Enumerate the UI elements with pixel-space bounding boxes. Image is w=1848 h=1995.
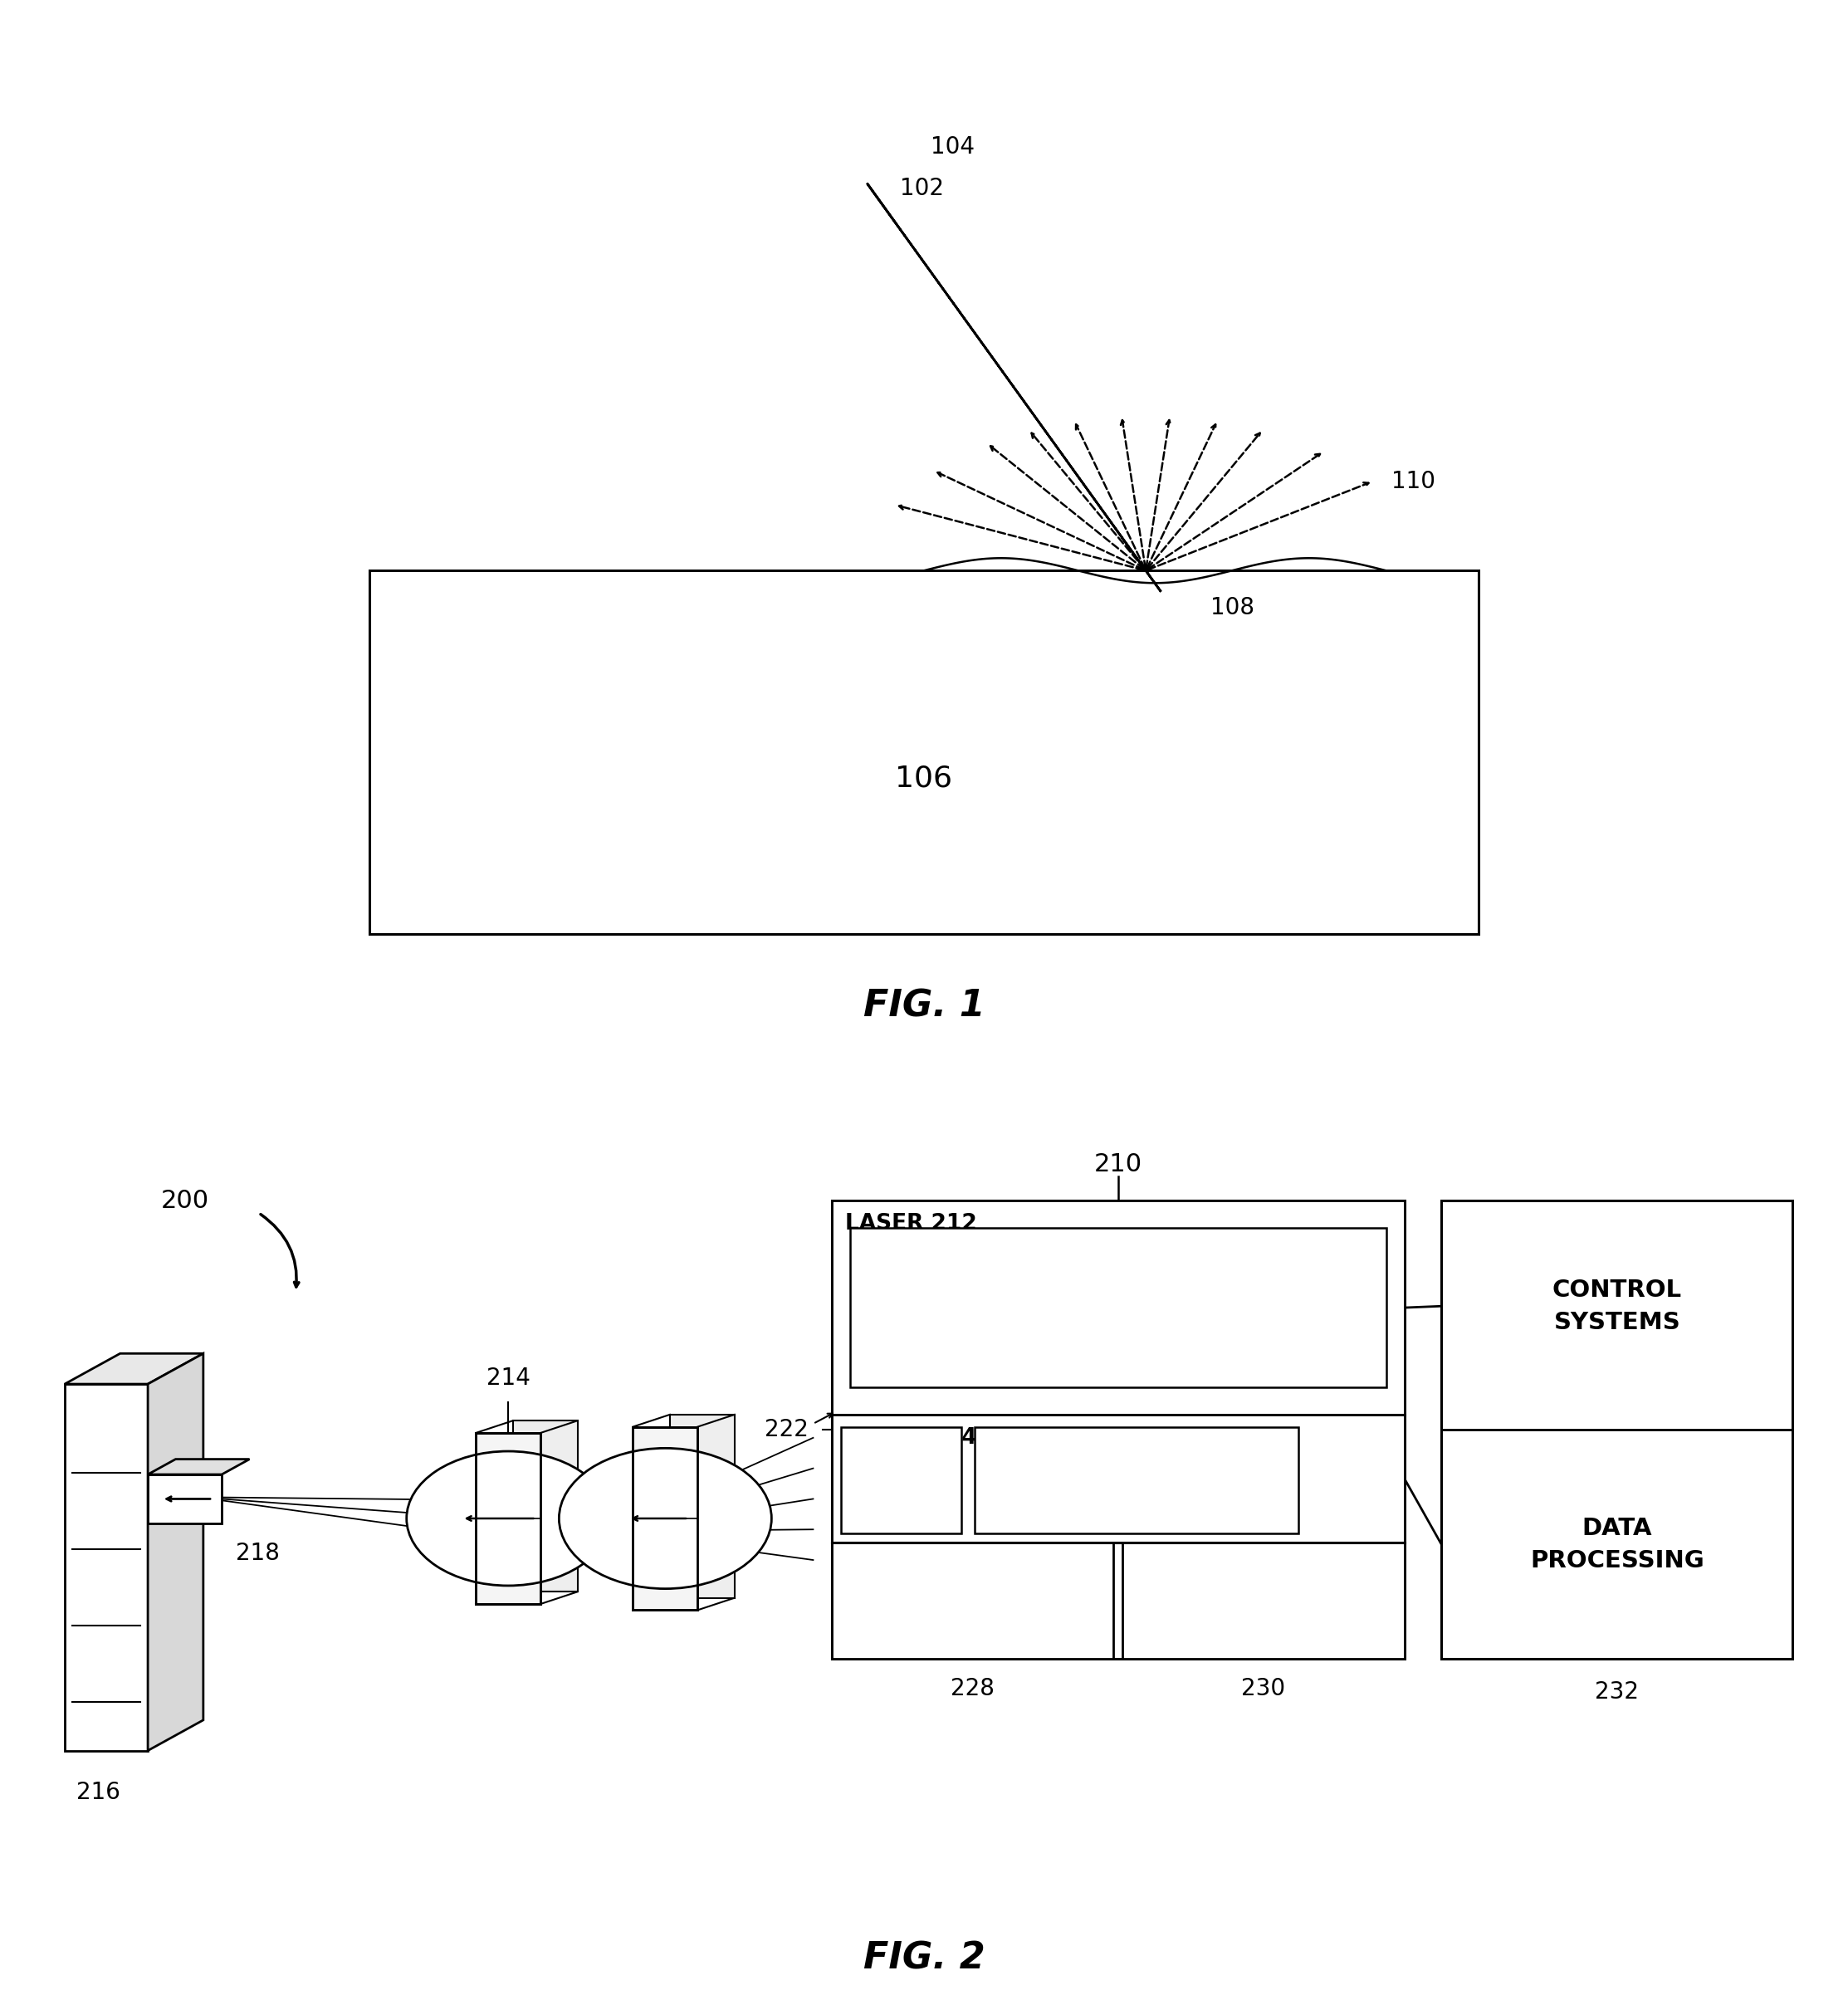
Bar	[850, 1229, 1386, 1387]
Bar	[976, 1426, 1299, 1534]
Bar	[477, 1432, 541, 1604]
Text: 230: 230	[1242, 1678, 1286, 1700]
Polygon shape	[148, 1458, 249, 1474]
Text: FIG. 1: FIG. 1	[863, 988, 985, 1023]
Text: 228: 228	[950, 1678, 994, 1700]
Bar	[1441, 1201, 1793, 1660]
Text: 104: 104	[931, 136, 974, 158]
Text: FIG. 2: FIG. 2	[863, 1941, 985, 1977]
Text: 110: 110	[1392, 469, 1436, 493]
Polygon shape	[65, 1353, 203, 1385]
Text: 216: 216	[76, 1782, 120, 1803]
Circle shape	[560, 1448, 772, 1588]
Text: 222: 222	[765, 1418, 809, 1440]
Polygon shape	[867, 184, 1161, 593]
Text: 102: 102	[900, 178, 944, 200]
Text: 214: 214	[486, 1367, 530, 1391]
Bar	[65, 1385, 148, 1752]
Text: CONTROL
SYSTEMS: CONTROL SYSTEMS	[1552, 1279, 1682, 1335]
Bar	[477, 1432, 541, 1604]
Bar	[634, 1426, 699, 1610]
Text: 218: 218	[237, 1542, 279, 1564]
Bar	[832, 1542, 1114, 1660]
Bar	[148, 1474, 222, 1524]
Text: LASER 224: LASER 224	[846, 1426, 978, 1448]
Polygon shape	[148, 1353, 203, 1752]
Text: 200: 200	[161, 1189, 209, 1213]
Bar	[832, 1414, 1404, 1542]
Text: 220: 220	[1112, 1466, 1161, 1490]
Text: 210: 210	[1094, 1151, 1142, 1177]
Text: 108: 108	[1210, 597, 1255, 620]
Bar	[841, 1426, 961, 1534]
Circle shape	[407, 1450, 610, 1586]
Bar	[671, 1414, 736, 1598]
Text: 232: 232	[1595, 1680, 1639, 1704]
Bar	[1124, 1542, 1404, 1660]
Text: 106: 106	[896, 764, 952, 792]
Bar	[832, 1201, 1404, 1414]
Bar	[370, 571, 1478, 934]
Text: LASER 212: LASER 212	[846, 1213, 978, 1235]
Bar	[832, 1201, 1404, 1660]
Bar	[634, 1426, 699, 1610]
Text: DATA
PROCESSING: DATA PROCESSING	[1530, 1516, 1704, 1572]
Bar	[514, 1420, 578, 1592]
